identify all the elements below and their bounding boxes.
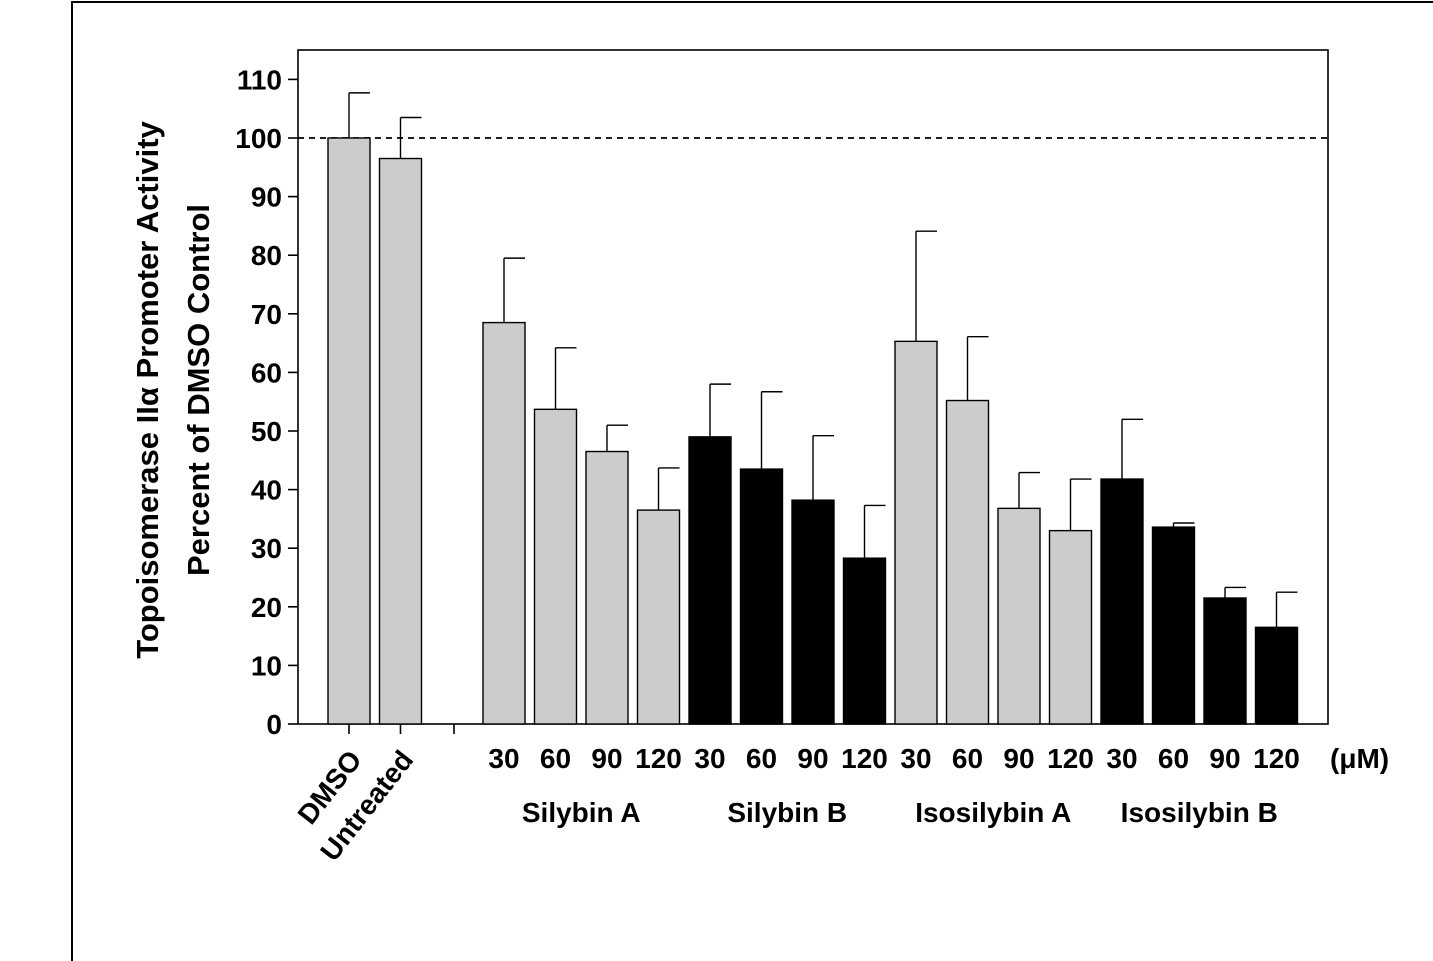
- dose-label: 30: [1106, 743, 1137, 774]
- y-tick-label: 30: [251, 533, 282, 564]
- bar: [378, 157, 423, 725]
- figure-frame: [71, 1, 1433, 961]
- dose-label: 60: [1158, 743, 1189, 774]
- bar: [482, 321, 526, 725]
- y-tick-label: 70: [251, 299, 282, 330]
- dose-label: 60: [952, 743, 983, 774]
- bar: [1254, 626, 1299, 725]
- y-tick-label: 90: [251, 182, 282, 213]
- bar: [1151, 526, 1196, 725]
- y-tick-label: 60: [251, 357, 282, 388]
- dose-label: 60: [540, 743, 571, 774]
- dose-label: 120: [841, 743, 888, 774]
- y-axis-title-line-2: Percent of DMSO Control: [181, 204, 216, 576]
- dose-label: 120: [1047, 743, 1094, 774]
- dose-label: 30: [694, 743, 725, 774]
- bar: [688, 436, 732, 725]
- group-label-isosilybin-a: Isosilybin A: [915, 797, 1071, 828]
- group-label-silybin-b: Silybin B: [727, 797, 847, 828]
- bar: [894, 340, 938, 725]
- dose-label: 120: [635, 743, 682, 774]
- dose-label: 120: [1253, 743, 1300, 774]
- bar: [997, 507, 1041, 725]
- y-tick-label: 40: [251, 475, 282, 506]
- y-tick-label: 20: [251, 592, 282, 623]
- dose-label: 30: [900, 743, 931, 774]
- bar: [327, 137, 371, 725]
- y-tick-label: 50: [251, 416, 282, 447]
- bar: [636, 509, 681, 725]
- y-tick-label: 110: [237, 64, 282, 95]
- y-tick-label: 100: [235, 123, 282, 154]
- y-axis-title-line-1: Topoisomerase IIα Promoter Activity: [130, 120, 165, 658]
- bar-chart: Topoisomerase IIα Promoter Activity Perc…: [130, 49, 1389, 867]
- bar: [1048, 529, 1093, 725]
- bar: [739, 468, 784, 725]
- y-axis-title: Topoisomerase IIα Promoter Activity Perc…: [130, 120, 216, 658]
- y-tick-label: 0: [266, 709, 282, 740]
- y-tick-label: 10: [251, 650, 282, 681]
- bar: [1100, 478, 1144, 725]
- bar: [585, 450, 629, 725]
- group-label-silybin-a: Silybin A: [522, 797, 641, 828]
- dose-label: 90: [591, 743, 622, 774]
- unit-label: (μM): [1330, 743, 1389, 774]
- y-tick-label: 80: [251, 240, 282, 271]
- dose-label: 30: [488, 743, 519, 774]
- bar: [533, 408, 578, 725]
- bar: [945, 399, 990, 725]
- group-label-isosilybin-b: Isosilybin B: [1121, 797, 1278, 828]
- dose-label: 90: [1003, 743, 1034, 774]
- bar: [1203, 597, 1247, 725]
- bar: [842, 557, 887, 725]
- dose-label: 90: [1209, 743, 1240, 774]
- bar: [791, 499, 835, 725]
- dose-label: 90: [797, 743, 828, 774]
- dose-label: 60: [746, 743, 777, 774]
